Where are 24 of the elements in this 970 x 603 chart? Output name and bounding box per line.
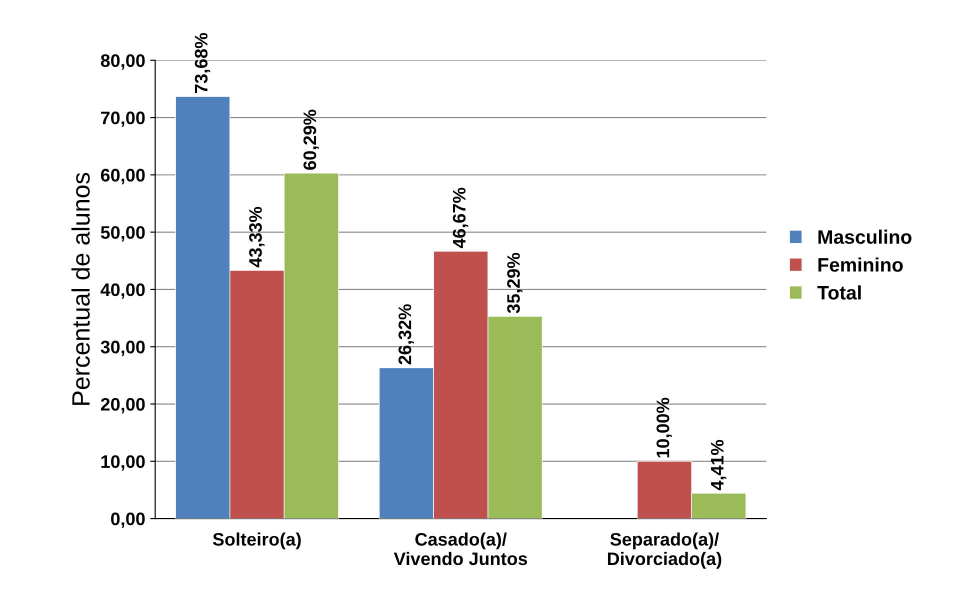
legend-label: Total <box>817 285 861 300</box>
y-tick-label: 80,00 <box>100 54 145 70</box>
data-label: 10,00% <box>656 398 672 458</box>
y-tick-label: 0,00 <box>111 512 145 528</box>
y-tick-label: 10,00 <box>101 455 145 471</box>
x-tick-label: Solteiro(a) <box>212 532 301 550</box>
y-tick-label: 70,00 <box>101 112 145 127</box>
data-label: 60,29% <box>303 110 319 170</box>
x-tick-label: Separado(a)/ Divorciado(a) <box>608 532 722 569</box>
y-axis-title: Percentual de alunos <box>71 172 90 405</box>
data-label: 35,29% <box>507 252 523 314</box>
y-tick-label: 40,00 <box>100 283 145 299</box>
data-label: 46,67% <box>452 188 468 248</box>
data-label: 43,33% <box>249 206 265 268</box>
legend-label: Masculino <box>818 230 912 244</box>
data-label: 4,41% <box>710 440 726 490</box>
y-tick-label: 60,00 <box>100 168 145 184</box>
y-tick-label: 20,00 <box>100 398 145 414</box>
y-tick-label: 30,00 <box>100 340 145 356</box>
data-label: 26,32% <box>398 304 414 364</box>
x-tick-label: Casado(a)/ Vivendo Juntos <box>394 532 528 566</box>
legend-label: Feminino <box>818 257 903 272</box>
y-tick-label: 50,00 <box>100 226 145 242</box>
data-label: 73,68% <box>194 32 210 93</box>
